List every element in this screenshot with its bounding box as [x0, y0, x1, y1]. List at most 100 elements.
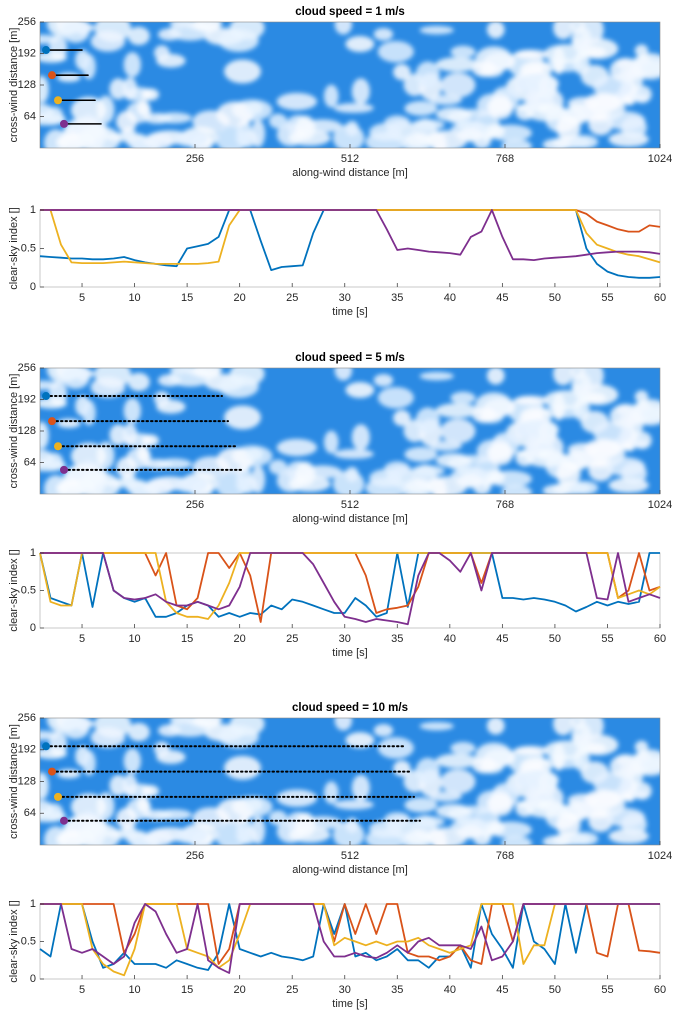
- cloud: [456, 128, 483, 143]
- cloud: [514, 395, 548, 405]
- cloud: [606, 111, 646, 131]
- cloud: [246, 447, 263, 461]
- cloud: [246, 798, 263, 812]
- cloud: [472, 407, 497, 423]
- cloud: [154, 741, 170, 757]
- cloud: [136, 446, 150, 462]
- cloud: [584, 438, 622, 459]
- cloud: [538, 75, 558, 100]
- cloud: [377, 386, 414, 409]
- y-tick-label: 128: [18, 775, 36, 787]
- cloud: [440, 418, 476, 444]
- cloud: [538, 421, 558, 446]
- x-tick-label: 30: [339, 984, 351, 996]
- sensor: [60, 119, 68, 128]
- cloud: [70, 96, 107, 124]
- x-axis-label: time [s]: [332, 306, 367, 318]
- cloud: [143, 478, 174, 494]
- cloud: [77, 822, 121, 845]
- cloud: [82, 400, 96, 426]
- cloud: [404, 134, 431, 148]
- cloud: [82, 54, 96, 80]
- cloud: [45, 106, 64, 124]
- cloud: [323, 430, 339, 454]
- cloud: [141, 88, 160, 101]
- x-tick-label: 35: [391, 292, 403, 304]
- cloud: [631, 439, 649, 449]
- cloud: [116, 807, 138, 830]
- x-tick-label: 40: [444, 292, 456, 304]
- x-tick-label: 20: [234, 984, 246, 996]
- y-tick-label: 256: [18, 362, 36, 374]
- cloud: [334, 22, 353, 35]
- cloud: [435, 803, 471, 819]
- cloud: [365, 131, 407, 148]
- cloud: [609, 754, 642, 779]
- cloud: [410, 465, 445, 477]
- x-tick-label: 45: [496, 984, 508, 996]
- cloud: [435, 453, 471, 468]
- cloud: [377, 40, 414, 63]
- x-tick-label: 50: [549, 984, 561, 996]
- cloud: [334, 718, 353, 731]
- cloud: [82, 750, 96, 776]
- sensor: [42, 392, 50, 401]
- cloud: [486, 22, 505, 39]
- cloud: [410, 119, 445, 131]
- cloud: [542, 138, 571, 148]
- y-axis-label: cross-wind distance [m]: [8, 724, 20, 839]
- cloud: [156, 112, 192, 124]
- cloud: [154, 45, 170, 61]
- sensor: [54, 792, 62, 801]
- axes-box: [39, 552, 661, 629]
- cloud: [365, 477, 407, 494]
- cloud: [415, 407, 440, 435]
- cloud: [553, 368, 574, 386]
- cloud: [450, 45, 476, 59]
- cloud: [486, 368, 505, 385]
- cloud: [332, 124, 365, 148]
- cloud: [127, 722, 150, 742]
- cloud: [77, 472, 121, 494]
- y-tick-label: 0.5: [21, 242, 36, 254]
- axes-box: [39, 209, 661, 288]
- cloud: [215, 471, 248, 494]
- cloud: [193, 22, 222, 33]
- y-tick-label: 0: [30, 281, 36, 293]
- cloud: [216, 447, 254, 474]
- x-tick-label: 30: [339, 292, 351, 304]
- cloud: [215, 125, 248, 148]
- cloud: [570, 480, 599, 494]
- cloud: [40, 75, 49, 104]
- series-line: [40, 903, 660, 974]
- y-axis-label: clear-sky index []: [8, 549, 20, 632]
- x-tick-label: 5: [79, 633, 85, 645]
- x-tick-label: 20: [234, 633, 246, 645]
- y-tick-label: 1: [30, 204, 36, 216]
- cloud: [333, 103, 374, 113]
- cloud: [450, 391, 476, 405]
- cloud: [345, 382, 375, 398]
- cloud: [251, 119, 266, 148]
- x-tick-label: 512: [341, 499, 359, 511]
- cloud: [173, 476, 209, 493]
- y-tick-label: 128: [18, 79, 36, 91]
- cloud: [57, 72, 81, 82]
- cloud: [215, 822, 248, 845]
- cloud: [538, 771, 558, 796]
- x-tick-label: 60: [654, 292, 666, 304]
- chart-title: cloud speed = 5 m/s: [295, 352, 405, 364]
- cloud: [553, 22, 574, 40]
- cloud: [332, 821, 365, 845]
- cloud: [333, 449, 374, 459]
- cloud: [487, 96, 514, 120]
- cloud: [606, 457, 646, 477]
- cloud: [333, 799, 374, 810]
- sensor: [48, 767, 56, 776]
- x-tick-label: 60: [654, 633, 666, 645]
- y-tick-label: 192: [18, 393, 36, 405]
- x-tick-label: 5: [79, 292, 85, 304]
- cloud: [404, 480, 431, 494]
- cloud-image: [40, 22, 660, 148]
